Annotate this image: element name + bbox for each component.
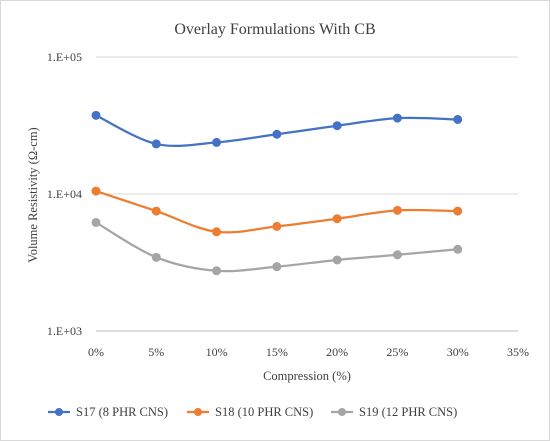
x-tick-label: 10% (206, 345, 228, 359)
data-point (453, 206, 463, 216)
legend-marker (338, 408, 346, 416)
data-point (91, 186, 101, 196)
legend-marker (55, 408, 63, 416)
series-2 (91, 186, 463, 237)
legend-item-1: S17 (8 PHR CNS) (48, 405, 168, 419)
y-tick-labels: 1.E+03 1.E+04 1.E+05 (47, 50, 82, 338)
legend-marker (194, 408, 202, 416)
x-tick-label: 35% (507, 345, 529, 359)
data-point (151, 139, 161, 149)
data-point (212, 227, 222, 237)
x-tick-labels: 0% 5% 10% 15% 20% 25% 30% 35% (88, 345, 529, 359)
chart-title: Overlay Formulations With CB (174, 21, 375, 38)
x-tick-label: 5% (148, 345, 164, 359)
data-point (332, 121, 342, 131)
data-point (91, 217, 101, 227)
data-point (392, 250, 402, 260)
x-tick-label: 20% (326, 345, 348, 359)
series-3 (91, 217, 463, 276)
legend-label: S18 (10 PHR CNS) (215, 405, 313, 419)
y-tick-label: 1.E+05 (47, 50, 82, 64)
data-point (151, 206, 161, 216)
legend-label: S17 (8 PHR CNS) (76, 405, 168, 419)
x-tick-label: 25% (386, 345, 408, 359)
y-tick-label: 1.E+03 (47, 324, 82, 338)
data-point (272, 221, 282, 231)
data-point (453, 244, 463, 254)
series-1 (91, 110, 463, 149)
data-point (453, 114, 463, 124)
x-tick-label: 15% (266, 345, 288, 359)
legend-item-3: S19 (12 PHR CNS) (331, 405, 457, 419)
data-point (151, 252, 161, 262)
data-point (392, 205, 402, 215)
y-axis-label: Volume Resistivity (Ω-cm) (26, 127, 40, 262)
data-point (212, 137, 222, 147)
x-tick-label: 0% (88, 345, 104, 359)
x-axis-label: Compression (%) (263, 369, 351, 383)
data-point (272, 129, 282, 139)
data-point (392, 113, 402, 123)
data-point (212, 266, 222, 276)
series-layer (91, 110, 463, 276)
x-tick-label: 30% (447, 345, 469, 359)
legend-item-2: S18 (10 PHR CNS) (187, 405, 313, 419)
data-point (332, 214, 342, 224)
data-point (332, 255, 342, 265)
gridlines (96, 56, 518, 195)
data-point (91, 110, 101, 120)
legend-label: S19 (12 PHR CNS) (359, 405, 457, 419)
legend: S17 (8 PHR CNS) S18 (10 PHR CNS) S19 (12 P… (48, 405, 457, 419)
y-tick-label: 1.E+04 (47, 187, 82, 201)
data-point (272, 262, 282, 272)
